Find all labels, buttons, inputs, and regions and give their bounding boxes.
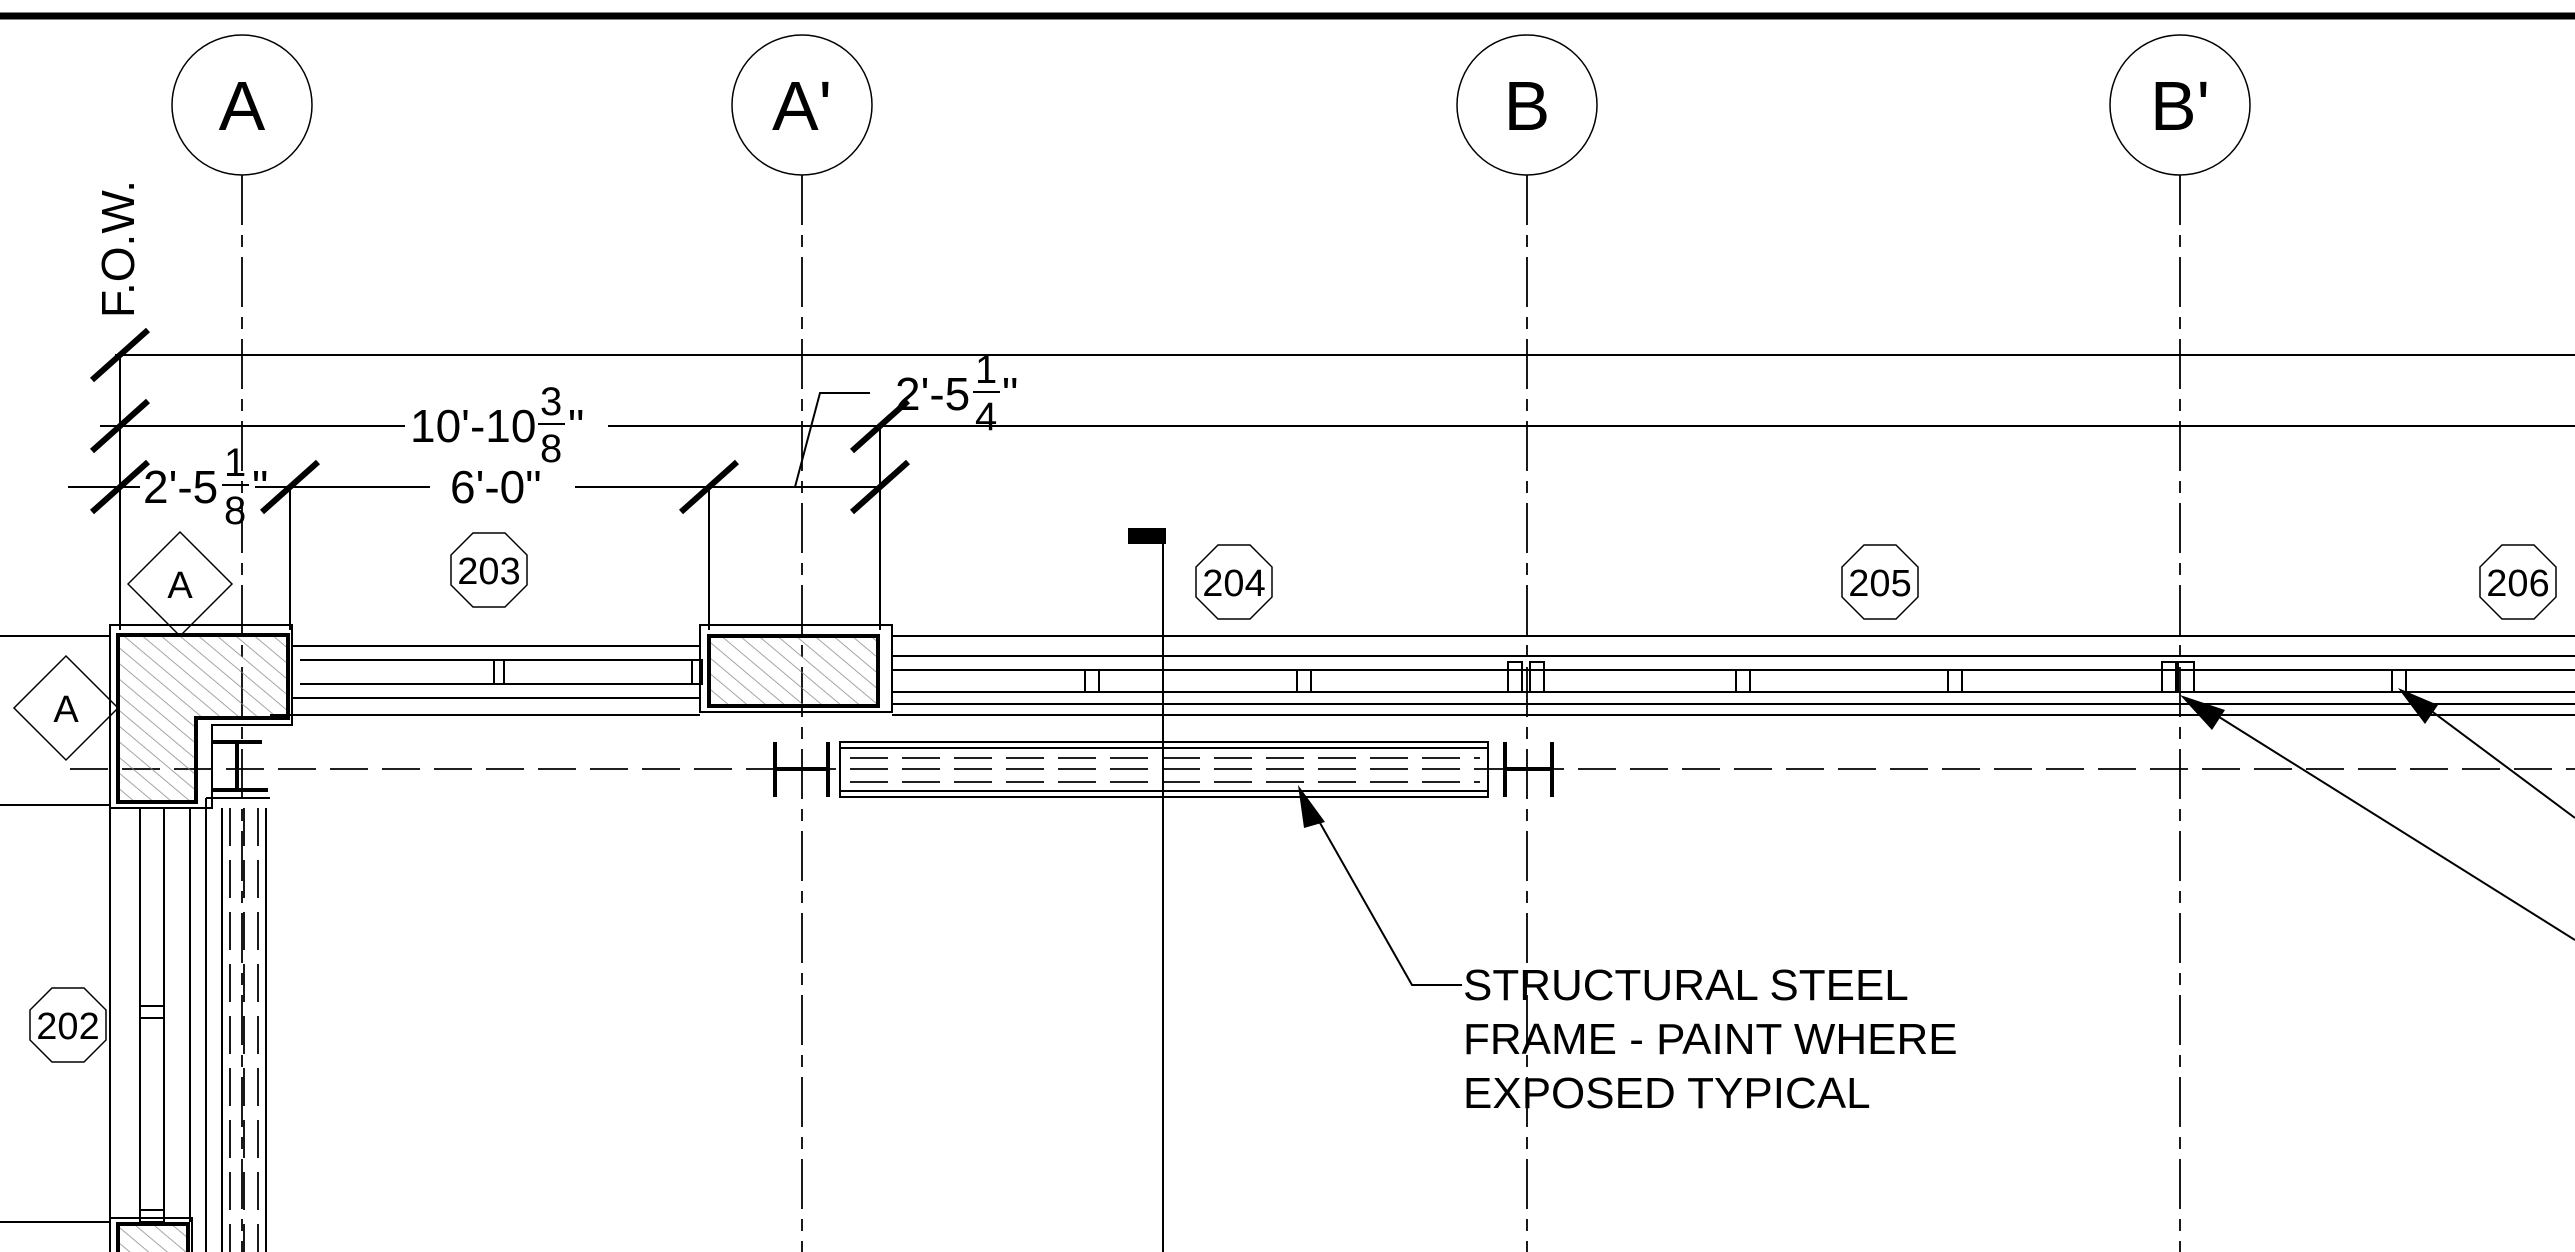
detail-tag-a-top: A: [126, 530, 234, 638]
svg-text:3: 3: [540, 380, 562, 424]
svg-text:206: 206: [2486, 563, 2549, 605]
window-tag-204: 204: [1195, 544, 1273, 620]
steel-column-symbol: [212, 740, 268, 792]
section-cut-line: [1128, 528, 1166, 1252]
svg-text:": ": [568, 400, 584, 452]
note-line-3: EXPOSED TYPICAL: [1463, 1069, 1871, 1118]
svg-text:4: 4: [975, 395, 997, 439]
grid-label-b: B: [1504, 67, 1551, 145]
svg-text:205: 205: [1848, 563, 1911, 605]
note-leader: [1298, 785, 1462, 986]
structural-note: STRUCTURAL STEEL FRAME - PAINT WHERE EXP…: [1463, 961, 1958, 1118]
window-tag-205: 205: [1841, 544, 1919, 620]
grid-bubble-a: A: [171, 34, 313, 176]
svg-text:202: 202: [36, 1006, 99, 1048]
svg-text:203: 203: [457, 551, 520, 593]
detail-tag-a-left: A: [12, 654, 120, 762]
grid-label-a-prime: A': [772, 67, 832, 145]
svg-text:A: A: [53, 689, 79, 731]
corner-column: [109, 624, 293, 809]
svg-text:204: 204: [1202, 563, 1265, 605]
dimension-middle: 6'-0": [450, 461, 542, 513]
window-tag-203: 203: [450, 532, 528, 608]
dimension-lines: [68, 327, 2575, 630]
svg-text:": ": [252, 461, 268, 513]
svg-text:10'-10: 10'-10: [410, 400, 536, 452]
note-line-2: FRAME - PAINT WHERE: [1463, 1015, 1958, 1064]
grid-bubble-b-prime: B': [2109, 34, 2251, 176]
window-tag-206: 206: [2479, 544, 2557, 620]
window-wall-north: [892, 635, 2575, 716]
grid-bubble-a-prime: A': [731, 34, 873, 176]
svg-text:A: A: [167, 565, 193, 607]
steel-beam-vertical: [205, 797, 270, 1252]
dimension-overall: 10'-10 3 8 ": [410, 380, 584, 471]
grid-bubble-b: B: [1456, 34, 1598, 176]
svg-text:1: 1: [975, 348, 997, 392]
dimension-left: 2'-5 1 8 ": [143, 441, 268, 533]
svg-text:": ": [1002, 368, 1018, 420]
window-tag-202: 202: [29, 987, 107, 1063]
svg-text:8: 8: [224, 489, 246, 533]
grid-label-b-prime: B': [2150, 67, 2210, 145]
svg-text:2'-5: 2'-5: [143, 461, 218, 513]
note-line-1: STRUCTURAL STEEL: [1463, 961, 1909, 1010]
window-wall-west: [270, 645, 703, 716]
svg-text:8: 8: [540, 427, 562, 471]
window-wall-west-vertical: [109, 808, 191, 1223]
leader-arrow-b-prime: [2180, 695, 2575, 941]
grid-label-a: A: [219, 67, 266, 145]
svg-text:2'-5: 2'-5: [895, 368, 970, 420]
column-a-prime: [699, 624, 893, 713]
column-bottom-left: [109, 1217, 193, 1252]
dimension-right: 2'-5 1 4 ": [895, 348, 1018, 439]
fow-label: F.O.W.: [92, 180, 144, 318]
svg-text:1: 1: [224, 441, 246, 485]
leader-arrow-right: [2398, 688, 2575, 819]
